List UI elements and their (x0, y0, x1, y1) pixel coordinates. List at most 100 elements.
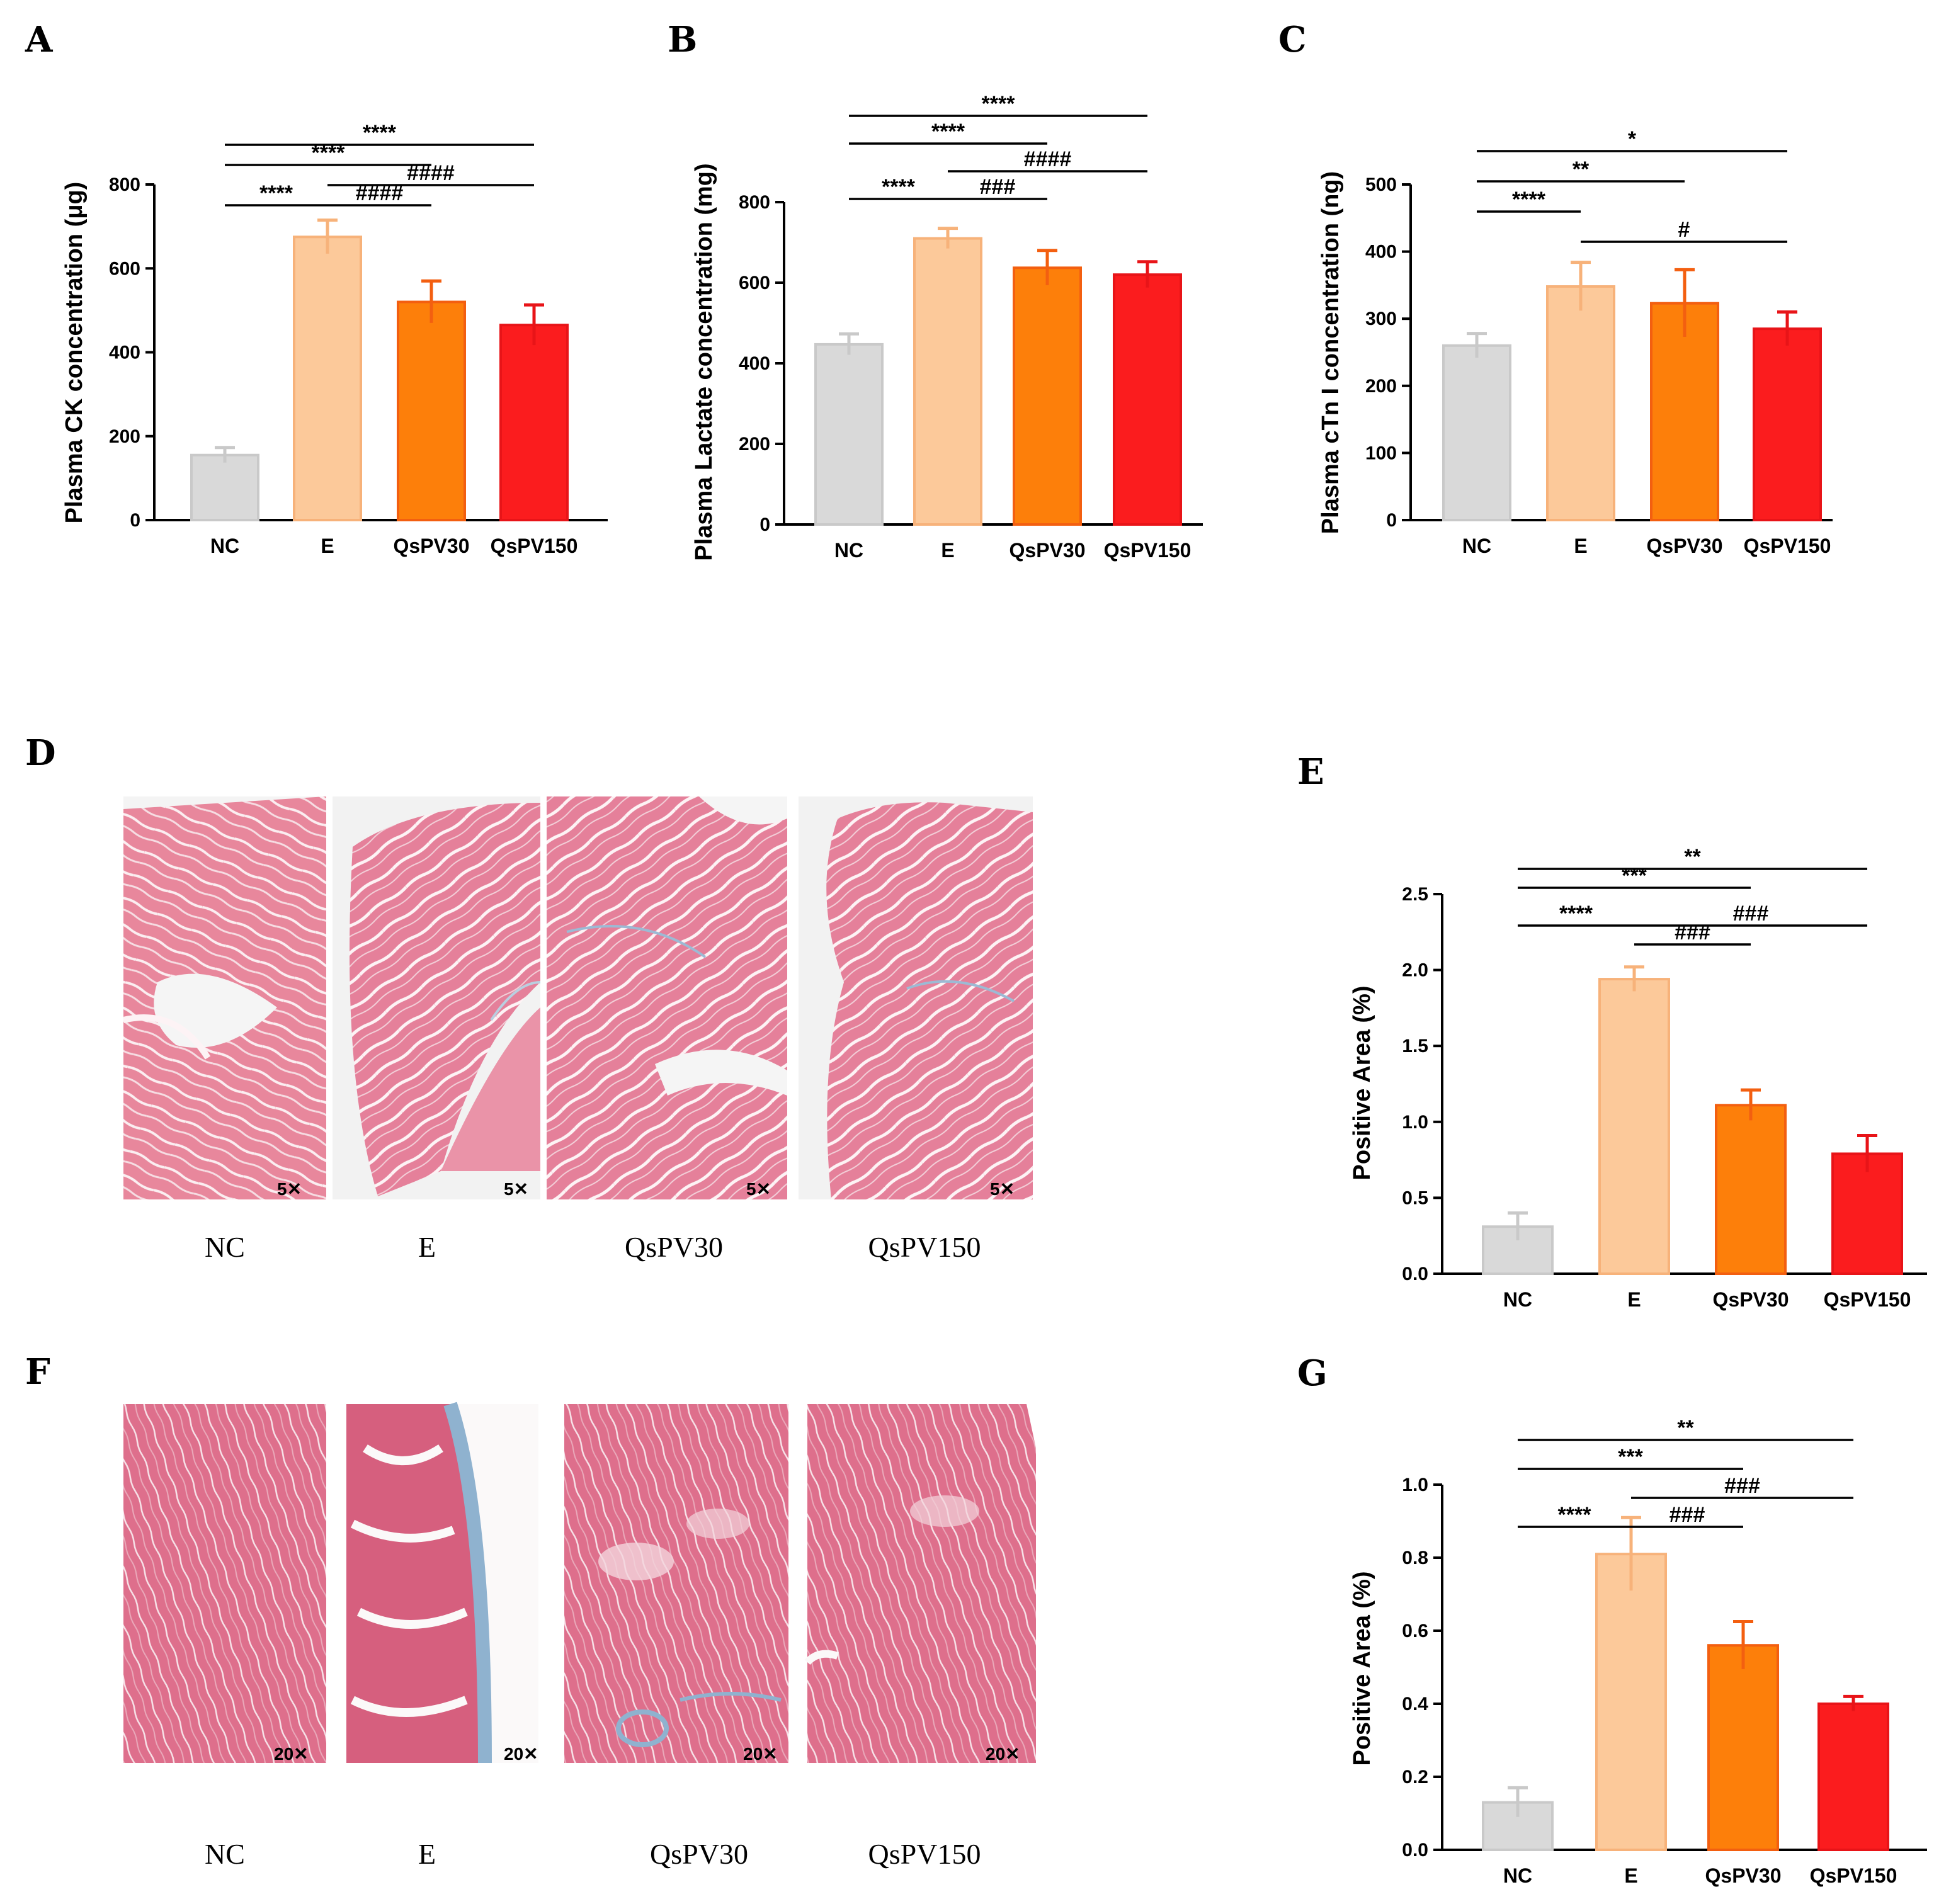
y-tick-label: 2.0 (1402, 960, 1428, 981)
category-label: E (1574, 535, 1587, 557)
y-tick-label: 0.4 (1402, 1694, 1428, 1714)
y-tick-label: 100 (1365, 443, 1397, 463)
micrograph-caption-qspv150: QsPV150 (868, 1838, 981, 1870)
y-tick-label: 0 (1386, 510, 1397, 531)
bar-qspv30 (1650, 302, 1719, 521)
y-axis-title: Plasma Lactate concentration (mg) (691, 163, 717, 560)
category-label: QsPV30 (1010, 539, 1086, 562)
bar-chart-positive-area-5x: 0.0 0.5 1.0 1.5 2.0 2.5 NC E QsPV30 QsPV150 Positi… (1349, 845, 1927, 1311)
y-tick-label: 0.5 (1402, 1187, 1428, 1208)
category-label: NC (834, 539, 863, 562)
y-tick-label: 600 (739, 273, 770, 293)
y-tick-label: 600 (109, 258, 140, 279)
micrograph-caption-nc: NC (205, 1231, 245, 1263)
significance-label: ** (1677, 1416, 1694, 1440)
micrograph-caption-qspv30: QsPV30 (625, 1231, 723, 1263)
bar-chart-positive-area-20x: 0.0 0.2 0.4 0.6 0.8 1.0 NC E QsPV30 QsPV150 Positi… (1349, 1416, 1927, 1887)
micrograph-caption-nc: NC (205, 1838, 245, 1870)
significance-label: ** (1684, 845, 1701, 869)
y-tick-label: 400 (739, 353, 770, 374)
bar-e (293, 235, 362, 521)
category-label: E (1624, 1864, 1637, 1887)
category-label: QsPV30 (1713, 1288, 1789, 1311)
y-tick-label: 800 (739, 192, 770, 213)
significance-label: #### (407, 161, 455, 185)
y-tick-label: 400 (109, 343, 140, 363)
significance-label: **** (1558, 1503, 1592, 1527)
significance-label: # (1678, 218, 1690, 242)
category-label: NC (1503, 1864, 1532, 1887)
y-tick-label: 0 (759, 514, 770, 535)
y-tick-label: 200 (1365, 376, 1397, 397)
y-tick-label: 0.6 (1402, 1621, 1428, 1641)
magnification-label: 20✕ (274, 1744, 309, 1764)
category-label: QsPV30 (1705, 1864, 1782, 1887)
significance-label: ### (1724, 1474, 1760, 1498)
y-tick-label: 0.0 (1402, 1264, 1428, 1284)
category-label: E (941, 539, 954, 562)
significance-label: * (1628, 127, 1637, 151)
significance-label: **** (1512, 188, 1546, 212)
significance-label: *** (1618, 1445, 1643, 1469)
micrograph-20x-qspv150: 20✕ (804, 1404, 1036, 1764)
y-axis-title: Plasma CK concentration (μg) (61, 182, 88, 524)
y-tick-label: 0.0 (1402, 1840, 1428, 1861)
significance-label: **** (259, 181, 293, 205)
panel-letter-a: A (25, 19, 54, 60)
y-tick-label: 1.0 (1402, 1112, 1428, 1133)
micrograph-caption-qspv150: QsPV150 (868, 1231, 981, 1263)
bar-qspv30 (1707, 1644, 1779, 1851)
y-axis-title: Positive Area (%) (1349, 985, 1375, 1180)
micrograph-row-20x: 20✕ 20✕ 20✕ 20✕ NC E QsPV30 QsPV150 (123, 1402, 1036, 1870)
bar-qspv30 (1715, 1104, 1787, 1275)
magnification-label: 20✕ (504, 1744, 538, 1764)
y-tick-label: 400 (1365, 242, 1397, 263)
category-label: QsPV150 (1744, 535, 1831, 557)
bar-qspv30 (1013, 266, 1082, 526)
bar-chart-ck: 0 200 400 600 800 NC E QsPV30 QsPV150 Plasma CK c… (61, 121, 608, 557)
y-tick-label: 200 (739, 434, 770, 455)
significance-label: ### (980, 175, 1016, 199)
significance-label: **** (982, 92, 1016, 116)
magnification-label: 5✕ (990, 1179, 1015, 1199)
magnification-label: 5✕ (504, 1179, 528, 1199)
significance-label: ### (1669, 1503, 1705, 1527)
micrograph-row-5x: 5✕ 5✕ 5✕ 5✕ NC E QsPV30 QsPV150 (122, 796, 1033, 1263)
panel-letter-c: C (1278, 19, 1307, 60)
category-label: NC (1462, 535, 1491, 557)
y-tick-label: 200 (109, 426, 140, 447)
bar-e (1598, 978, 1670, 1276)
significance-label: ### (1675, 921, 1710, 944)
panel-letter-f: F (25, 1351, 50, 1393)
panel-letter-g: G (1297, 1352, 1328, 1394)
micrograph-caption-e: E (418, 1231, 436, 1263)
y-tick-label: 2.5 (1402, 884, 1428, 905)
y-tick-label: 0.2 (1402, 1767, 1428, 1788)
category-label: QsPV150 (1824, 1288, 1911, 1311)
category-label: QsPV30 (1647, 535, 1723, 557)
micrograph-caption-e: E (418, 1838, 436, 1870)
bar-nc (814, 343, 884, 526)
category-label: NC (210, 535, 239, 557)
y-axis-title: Plasma cTn I concentration (ng) (1317, 171, 1344, 534)
significance-label: ** (1573, 157, 1590, 181)
bar-chart-lactate: 0 200 400 600 800 NC E QsPV30 QsPV150 Plasma Lact… (691, 92, 1203, 562)
bar-e (1546, 285, 1615, 521)
category-label: QsPV150 (1810, 1864, 1897, 1887)
micrograph-5x-qspv150: 5✕ (799, 796, 1033, 1199)
micrograph-caption-qspv30: QsPV30 (650, 1838, 748, 1870)
significance-label: **** (1559, 902, 1593, 926)
bar-qspv150 (1817, 1703, 1889, 1851)
y-tick-label: 1.5 (1402, 1036, 1428, 1057)
magnification-label: 5✕ (277, 1179, 302, 1199)
y-tick-label: 300 (1365, 309, 1397, 329)
micrograph-5x-e: 5✕ (333, 796, 541, 1199)
magnification-label: 20✕ (986, 1744, 1020, 1764)
y-tick-label: 500 (1365, 174, 1397, 195)
bar-qspv150 (499, 324, 569, 521)
y-tick-label: 1.0 (1402, 1475, 1428, 1495)
y-tick-label: 0.8 (1402, 1548, 1428, 1568)
category-label: E (1627, 1288, 1641, 1311)
bar-chart-ctni: 0 100 200 300 400 500 NC E QsPV30 QsPV150 Plasma c… (1317, 127, 1833, 557)
